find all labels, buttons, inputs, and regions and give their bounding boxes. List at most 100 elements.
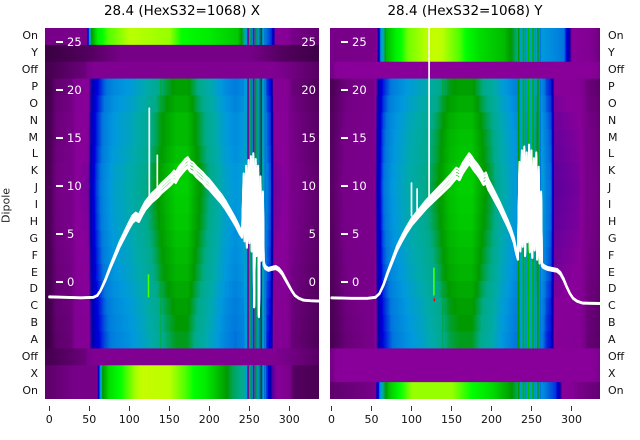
row-label-right: A <box>608 332 616 346</box>
row-label-right: B <box>608 316 616 330</box>
overlay-y-tick: 15 <box>56 132 82 144</box>
overlay-y-tick-label: 5 <box>352 227 360 241</box>
overlay-y-tick-label: 15 <box>67 131 82 145</box>
overlay-y-tick-label: 25 <box>352 35 367 49</box>
row-label-left: Off <box>21 63 38 77</box>
overlay-y-tick: 20 <box>56 84 82 96</box>
overlay-y-tick: 5 <box>341 228 359 240</box>
row-label-right: N <box>608 113 617 127</box>
row-label-right: G <box>608 231 617 245</box>
overlay-y-tick: 0 <box>341 276 359 288</box>
overlay-y-tick: 25 <box>56 36 82 48</box>
row-label-left: N <box>29 113 38 127</box>
tick-dash <box>341 137 348 139</box>
x-tick-label: 300 <box>278 413 300 426</box>
x-tick-mark <box>570 406 573 411</box>
tick-dash <box>56 89 63 91</box>
x-tick-label: 250 <box>521 413 542 426</box>
overlay-y-tick: 20 <box>341 84 367 96</box>
row-label-right: M <box>608 130 618 144</box>
overlay-y-tick: 0 <box>56 276 74 288</box>
row-label-right: X <box>608 366 616 380</box>
overlay-y-tick: 25 <box>341 36 367 48</box>
overlay-y-tick: 10 <box>56 180 82 192</box>
x-tick-label: 300 <box>561 413 582 426</box>
row-label-left: Y <box>31 46 38 60</box>
row-label-right: On <box>608 29 624 43</box>
row-label-left: F <box>31 248 38 262</box>
tick-dash <box>56 185 63 187</box>
overlay-y-tick-label-right: 25 <box>301 35 316 49</box>
overlay-y-tick-label: 20 <box>67 83 82 97</box>
overlay-y-tick-label: 10 <box>67 179 82 193</box>
overlay-y-tick-label-right: 20 <box>301 83 316 97</box>
x-tick-mark <box>450 406 453 411</box>
x-tick-mark <box>410 406 413 411</box>
overlay-y-tick-label-right: 5 <box>308 227 316 241</box>
overlay-y-tick-label: 5 <box>67 227 75 241</box>
row-label-right: I <box>608 198 612 212</box>
row-label-left: J <box>34 181 38 195</box>
row-label-right: J <box>608 181 612 195</box>
row-label-left: B <box>30 316 38 330</box>
panel-y-title: 28.4 (HexS32=1068) Y <box>387 3 543 19</box>
tick-dash <box>56 41 63 43</box>
overlay-y-tick-label: 0 <box>67 275 75 289</box>
x-tick-mark <box>168 406 170 411</box>
x-tick-label: 0 <box>328 413 335 426</box>
row-label-right: D <box>608 282 617 296</box>
row-label-left: K <box>30 164 38 178</box>
row-label-left: E <box>31 265 38 279</box>
row-label-right: H <box>608 214 617 228</box>
row-label-right: Off <box>608 349 625 363</box>
row-label-left: X <box>30 366 38 380</box>
row-label-right: Off <box>608 63 625 77</box>
x-tick-mark <box>288 406 290 411</box>
overlay-y-tick-label: 15 <box>352 131 367 145</box>
row-label-left: H <box>29 214 38 228</box>
panel-x-title: 28.4 (HexS32=1068) X <box>103 3 261 19</box>
row-label-left: On <box>22 383 38 397</box>
row-label-right: L <box>608 147 615 161</box>
overlay-y-tick-label: 10 <box>352 179 367 193</box>
row-label-left: D <box>29 282 38 296</box>
overlay-y-tick-label: 0 <box>352 275 360 289</box>
overlay-y-tick-label-right: 10 <box>301 179 316 193</box>
x-tick-label: 150 <box>158 413 180 426</box>
x-tick-mark <box>128 406 130 411</box>
tick-dash <box>341 41 348 43</box>
x-tick-label: 200 <box>198 413 220 426</box>
tick-dash <box>56 281 63 283</box>
row-label-left: A <box>30 332 38 346</box>
x-tick-mark <box>330 406 333 411</box>
overlay-y-tick-label: 20 <box>352 83 367 97</box>
x-tick-mark <box>208 406 210 411</box>
tick-dash <box>341 281 348 283</box>
row-label-right: E <box>608 265 615 279</box>
tick-dash <box>56 137 63 139</box>
row-label-left: C <box>30 299 38 313</box>
tick-dash <box>56 233 63 235</box>
row-label-left: P <box>31 80 38 94</box>
row-label-right: On <box>608 383 624 397</box>
row-label-right: C <box>608 299 616 313</box>
tick-dash <box>341 233 348 235</box>
row-label-right: O <box>608 96 617 110</box>
x-tick-label: 50 <box>364 413 379 426</box>
row-label-right: F <box>608 248 615 262</box>
row-label-right: K <box>608 164 616 178</box>
row-label-left: O <box>29 96 38 110</box>
overlay-y-tick: 15 <box>341 132 367 144</box>
overlay-y-tick-label-right: 0 <box>308 275 316 289</box>
x-tick-label: 150 <box>441 413 462 426</box>
row-label-left: I <box>34 198 38 212</box>
row-label-right: Y <box>608 46 615 60</box>
x-tick-label: 0 <box>45 413 53 426</box>
x-tick-label: 250 <box>238 413 260 426</box>
tick-dash <box>341 185 348 187</box>
x-tick-mark <box>248 406 250 411</box>
x-tick-mark <box>530 406 533 411</box>
x-tick-mark <box>48 406 50 411</box>
x-tick-mark <box>88 406 90 411</box>
